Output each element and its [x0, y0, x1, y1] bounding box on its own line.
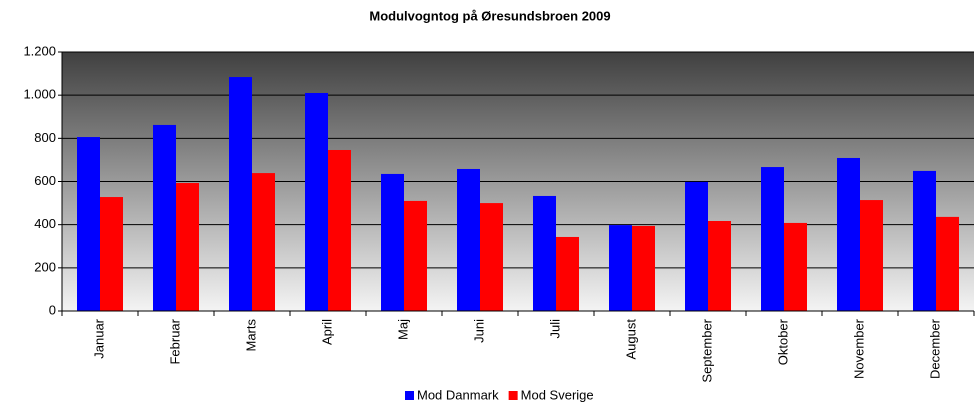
bar — [176, 183, 199, 311]
x-tick-label: Marts — [243, 319, 258, 352]
x-tick-label: November — [851, 318, 866, 379]
x-tick-label: Januar — [91, 318, 106, 358]
y-tick-label: 0 — [49, 302, 56, 317]
bar — [229, 77, 252, 311]
x-tick-label: Februar — [167, 318, 182, 364]
y-tick-label: 1.200 — [23, 43, 56, 58]
bar — [708, 220, 731, 311]
chart-title: Modulvogntog på Øresundsbroen 2009 — [369, 8, 610, 23]
bar — [100, 197, 123, 311]
y-tick-label: 200 — [34, 259, 56, 274]
legend-swatch — [405, 391, 414, 400]
x-tick-label: Juni — [471, 319, 486, 343]
bar — [860, 200, 883, 311]
bar — [153, 124, 176, 312]
bar — [77, 137, 100, 311]
bar — [328, 149, 351, 311]
bar — [913, 170, 936, 311]
bar — [609, 225, 632, 311]
bar — [404, 200, 427, 311]
y-tick-label: 800 — [34, 130, 56, 145]
y-tick-label: 1.000 — [23, 87, 56, 102]
bar — [480, 203, 503, 311]
x-tick-label: Maj — [395, 319, 410, 340]
y-tick-label: 600 — [34, 173, 56, 188]
x-tick-label: Oktober — [775, 318, 790, 365]
bar — [457, 168, 480, 311]
x-tick-label: August — [623, 319, 638, 360]
bar — [761, 167, 784, 311]
bar — [685, 181, 708, 311]
bar — [381, 173, 404, 311]
bar — [305, 93, 328, 311]
bar — [837, 157, 860, 311]
bar — [784, 222, 807, 311]
bar — [252, 173, 275, 311]
x-tick-label: September — [699, 318, 714, 382]
x-tick-label: April — [319, 319, 334, 345]
legend-label: Mod Danmark — [417, 387, 499, 402]
bar — [556, 236, 579, 311]
bar — [632, 225, 655, 311]
x-tick-label: December — [927, 318, 942, 379]
y-tick-label: 400 — [34, 216, 56, 231]
legend-swatch — [508, 391, 518, 400]
bar — [936, 216, 959, 311]
bar — [533, 195, 556, 311]
legend-label: Mod Sverige — [521, 387, 594, 402]
x-tick-label: Juli — [547, 319, 562, 339]
